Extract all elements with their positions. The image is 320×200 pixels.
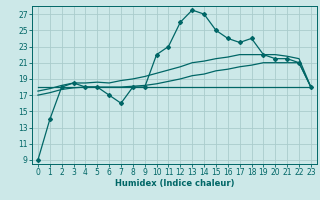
- X-axis label: Humidex (Indice chaleur): Humidex (Indice chaleur): [115, 179, 234, 188]
